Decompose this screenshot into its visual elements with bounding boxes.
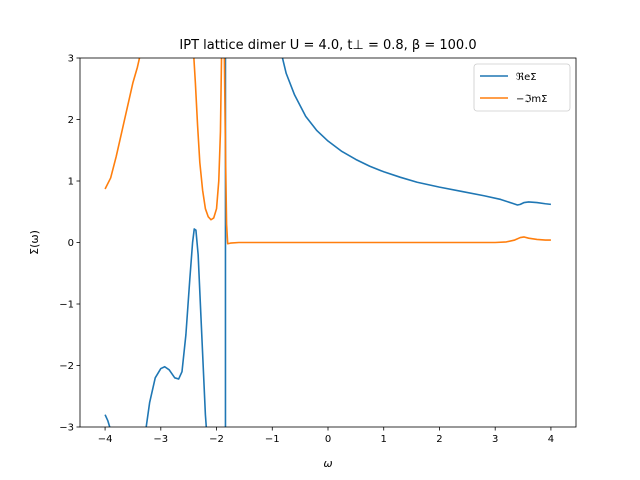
x-tick-label: 0 — [325, 434, 331, 445]
series-0-segment-3 — [281, 58, 552, 206]
y-axis-label: Σ(ω) — [28, 230, 41, 255]
series-1-segment-0 — [104, 58, 141, 190]
y-tick-label: −3 — [59, 423, 74, 434]
series-1-segment-2 — [223, 58, 551, 245]
series-0-segment-1 — [145, 228, 208, 427]
chart-title: IPT lattice dimer U = 4.0, t⊥ = 0.8, β =… — [179, 38, 476, 53]
x-tick-label: −3 — [153, 434, 168, 445]
x-tick-label: −1 — [265, 434, 280, 445]
y-tick-label: 0 — [68, 238, 74, 249]
series-1-segment-1 — [193, 58, 223, 221]
legend: ℜeΣ −ℑmΣ — [473, 63, 571, 112]
y-tick-label: 1 — [68, 177, 74, 188]
x-tick-label: 4 — [548, 434, 554, 445]
legend-label-real: ℜeΣ — [516, 72, 537, 83]
x-tick-label: −2 — [209, 434, 224, 445]
legend-label-imag: −ℑmΣ — [516, 94, 547, 105]
y-tick-label: 2 — [68, 115, 74, 126]
y-tick-label: −2 — [59, 361, 74, 372]
x-axis-label: ω — [323, 457, 332, 470]
x-tick-label: 2 — [436, 434, 442, 445]
y-tick-label: −1 — [59, 300, 74, 311]
x-tick-label: −4 — [98, 434, 113, 445]
x-tick-label: 3 — [492, 434, 498, 445]
x-tick-label: 1 — [381, 434, 387, 445]
y-tick-label: 3 — [68, 54, 74, 65]
